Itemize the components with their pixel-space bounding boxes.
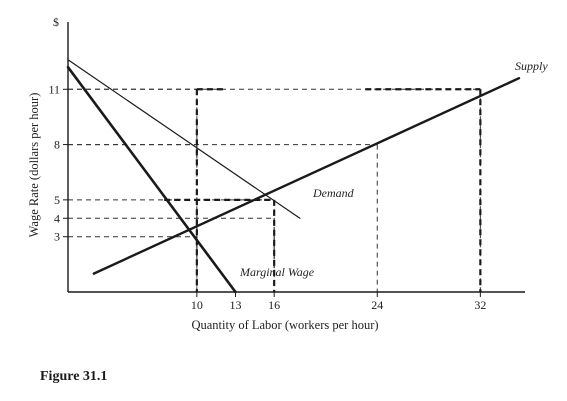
y-unit-label: $	[53, 15, 59, 29]
y-tick-label: 5	[54, 193, 60, 207]
series-label-marginal-wage: Marginal Wage	[239, 265, 315, 279]
text-labels: $ Quantity of Labor (workers per hour) W…	[27, 15, 548, 332]
axes	[67, 22, 525, 293]
y-tick-label: 4	[54, 211, 60, 225]
x-tick-label: 10	[191, 298, 203, 312]
series-label-supply: Supply	[515, 59, 548, 73]
tick-labels: 3 4 5 8 11 10 13 16 24 32	[48, 82, 486, 312]
y-tick-label: 3	[54, 230, 60, 244]
series-label-demand: Demand	[312, 186, 355, 200]
x-tick-label: 32	[474, 298, 486, 312]
supply-line	[92, 76, 521, 275]
x-tick-label: 16	[268, 298, 280, 312]
marginal-wage-line	[66, 65, 237, 294]
demand-line	[67, 59, 301, 219]
x-tick-label: 24	[371, 298, 383, 312]
x-axis-label: Quantity of Labor (workers per hour)	[191, 318, 378, 332]
y-tick-label: 11	[48, 82, 60, 96]
x-tick-label: 13	[230, 298, 242, 312]
figure-caption: Figure 31.1	[40, 369, 108, 384]
y-axis-label: Wage Rate (dollars per hour)	[27, 93, 41, 238]
series	[66, 59, 521, 294]
y-tick-label: 8	[54, 138, 60, 152]
